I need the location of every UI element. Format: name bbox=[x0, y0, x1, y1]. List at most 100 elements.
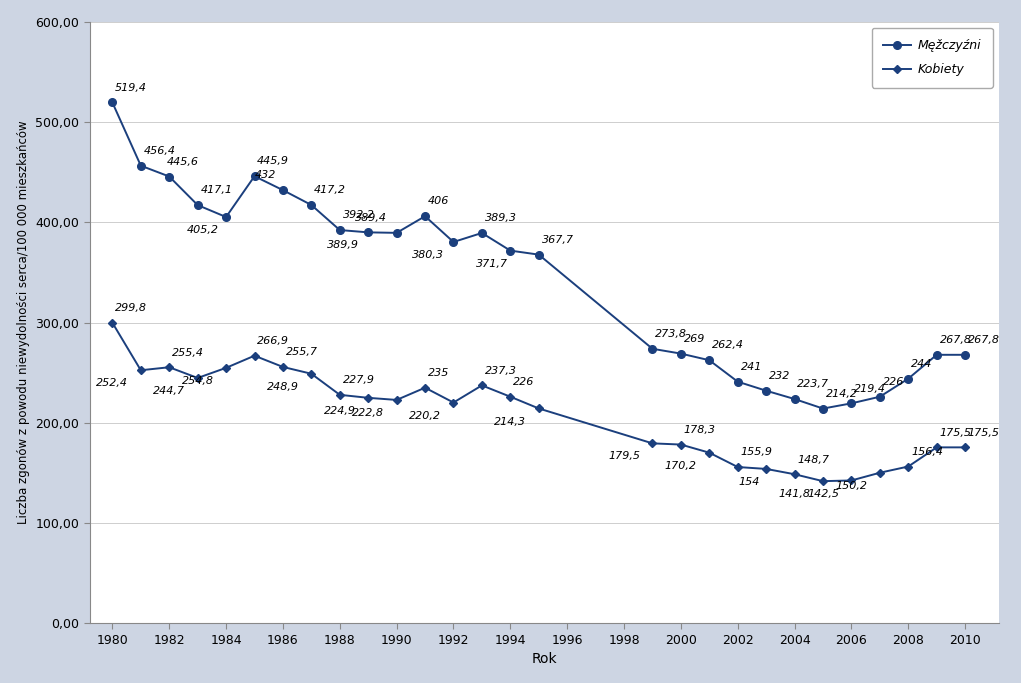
Text: 519,4: 519,4 bbox=[115, 83, 147, 93]
Text: 269: 269 bbox=[684, 334, 706, 344]
Kobiety bbox=[390, 396, 402, 404]
Męžczyźni bbox=[845, 400, 858, 408]
Męžczyźni bbox=[163, 172, 176, 180]
Text: 244,7: 244,7 bbox=[153, 386, 185, 396]
Kobiety bbox=[476, 381, 488, 389]
Text: 406: 406 bbox=[428, 197, 449, 206]
Męžczyźni bbox=[390, 229, 402, 237]
Text: 456,4: 456,4 bbox=[144, 146, 176, 156]
Text: 156,4: 156,4 bbox=[911, 447, 943, 457]
Męžczyźni bbox=[817, 404, 829, 413]
Text: 142,5: 142,5 bbox=[807, 488, 839, 499]
Text: 244: 244 bbox=[911, 359, 932, 369]
Męžczyźni bbox=[334, 226, 346, 234]
Kobiety bbox=[760, 465, 772, 473]
Kobiety bbox=[959, 443, 971, 451]
Kobiety bbox=[277, 363, 289, 371]
Męžczyźni bbox=[874, 393, 886, 401]
Text: 417,1: 417,1 bbox=[200, 185, 233, 195]
Męžczyźni bbox=[732, 378, 744, 386]
Kobiety bbox=[675, 441, 687, 449]
Text: 299,8: 299,8 bbox=[115, 303, 147, 313]
Text: 170,2: 170,2 bbox=[665, 461, 697, 471]
Text: 248,9: 248,9 bbox=[266, 382, 299, 392]
Kobiety bbox=[646, 439, 659, 447]
Text: 237,3: 237,3 bbox=[485, 365, 517, 376]
Męžczyźni bbox=[930, 350, 942, 359]
Text: 175,5: 175,5 bbox=[968, 428, 1000, 438]
Kobiety bbox=[732, 463, 744, 471]
Text: 367,7: 367,7 bbox=[541, 235, 574, 245]
Text: 214,2: 214,2 bbox=[826, 389, 858, 399]
Text: 252,4: 252,4 bbox=[96, 378, 129, 389]
Text: 266,9: 266,9 bbox=[257, 336, 289, 346]
Męžczyźni bbox=[419, 212, 431, 221]
Text: 219,4: 219,4 bbox=[855, 384, 886, 393]
Y-axis label: Liczba zgonów z powodu niewydolności serca/100 000 mieszkańców: Liczba zgonów z powodu niewydolności ser… bbox=[16, 121, 30, 525]
Kobiety bbox=[362, 393, 375, 402]
Męžczyźni bbox=[903, 374, 915, 382]
Męžczyźni bbox=[305, 201, 318, 209]
Kobiety bbox=[135, 366, 147, 374]
Text: 417,2: 417,2 bbox=[314, 185, 346, 195]
Męžczyźni bbox=[675, 350, 687, 358]
Text: 445,9: 445,9 bbox=[257, 156, 289, 167]
Legend: Męžczyźni, Kobiety: Męžczyźni, Kobiety bbox=[872, 28, 993, 87]
Text: 267,8: 267,8 bbox=[968, 335, 1000, 345]
Męžczyźni bbox=[106, 98, 118, 107]
Text: 432: 432 bbox=[255, 171, 277, 180]
Text: 226: 226 bbox=[514, 377, 534, 387]
Kobiety bbox=[903, 462, 915, 471]
Text: 154: 154 bbox=[738, 477, 760, 487]
Męžczyźni bbox=[135, 162, 147, 170]
Text: 392,2: 392,2 bbox=[343, 210, 375, 221]
Text: 389,3: 389,3 bbox=[485, 213, 517, 223]
Męžczyźni bbox=[703, 356, 716, 364]
Text: 389,9: 389,9 bbox=[327, 240, 358, 251]
Męžczyźni bbox=[362, 228, 375, 236]
Kobiety bbox=[533, 404, 545, 413]
Text: 273,8: 273,8 bbox=[655, 329, 687, 339]
Text: 235: 235 bbox=[428, 368, 449, 378]
Text: 262,4: 262,4 bbox=[712, 341, 744, 350]
Text: 155,9: 155,9 bbox=[740, 447, 773, 458]
Kobiety bbox=[817, 477, 829, 485]
Text: 148,7: 148,7 bbox=[797, 454, 829, 464]
Kobiety bbox=[419, 384, 431, 392]
Text: 241: 241 bbox=[740, 362, 762, 372]
Kobiety bbox=[220, 364, 232, 372]
Text: 150,2: 150,2 bbox=[835, 481, 868, 491]
Kobiety bbox=[305, 370, 318, 378]
Męžczyźni bbox=[447, 238, 459, 246]
Text: 389,4: 389,4 bbox=[355, 213, 387, 223]
Męžczyźni bbox=[760, 387, 772, 395]
Text: 179,5: 179,5 bbox=[607, 451, 640, 462]
Kobiety bbox=[504, 393, 517, 401]
Text: 178,3: 178,3 bbox=[684, 425, 716, 435]
Text: 220,2: 220,2 bbox=[409, 410, 441, 421]
Line: Męžczyźni: Męžczyźni bbox=[108, 98, 969, 413]
Text: 226: 226 bbox=[882, 377, 904, 387]
Kobiety bbox=[334, 391, 346, 399]
Kobiety bbox=[106, 318, 118, 326]
Text: 380,3: 380,3 bbox=[411, 250, 444, 260]
Męžczyźni bbox=[248, 172, 260, 180]
Męžczyźni bbox=[277, 186, 289, 194]
Męžczyźni bbox=[959, 350, 971, 359]
Text: 254,8: 254,8 bbox=[182, 376, 213, 386]
Męžczyźni bbox=[533, 251, 545, 259]
Kobiety bbox=[248, 352, 260, 360]
Text: 222,8: 222,8 bbox=[352, 408, 384, 418]
Kobiety bbox=[447, 398, 459, 406]
Text: 175,5: 175,5 bbox=[939, 428, 971, 438]
Kobiety bbox=[930, 443, 942, 451]
Text: 214,3: 214,3 bbox=[494, 417, 526, 426]
Text: 371,7: 371,7 bbox=[476, 259, 507, 268]
Text: 267,8: 267,8 bbox=[939, 335, 971, 345]
Kobiety bbox=[703, 449, 716, 457]
Text: 405,2: 405,2 bbox=[187, 225, 220, 235]
Męžczyźni bbox=[192, 201, 204, 209]
Kobiety bbox=[788, 470, 800, 478]
Text: 227,9: 227,9 bbox=[343, 375, 375, 385]
Text: 223,7: 223,7 bbox=[797, 379, 829, 389]
